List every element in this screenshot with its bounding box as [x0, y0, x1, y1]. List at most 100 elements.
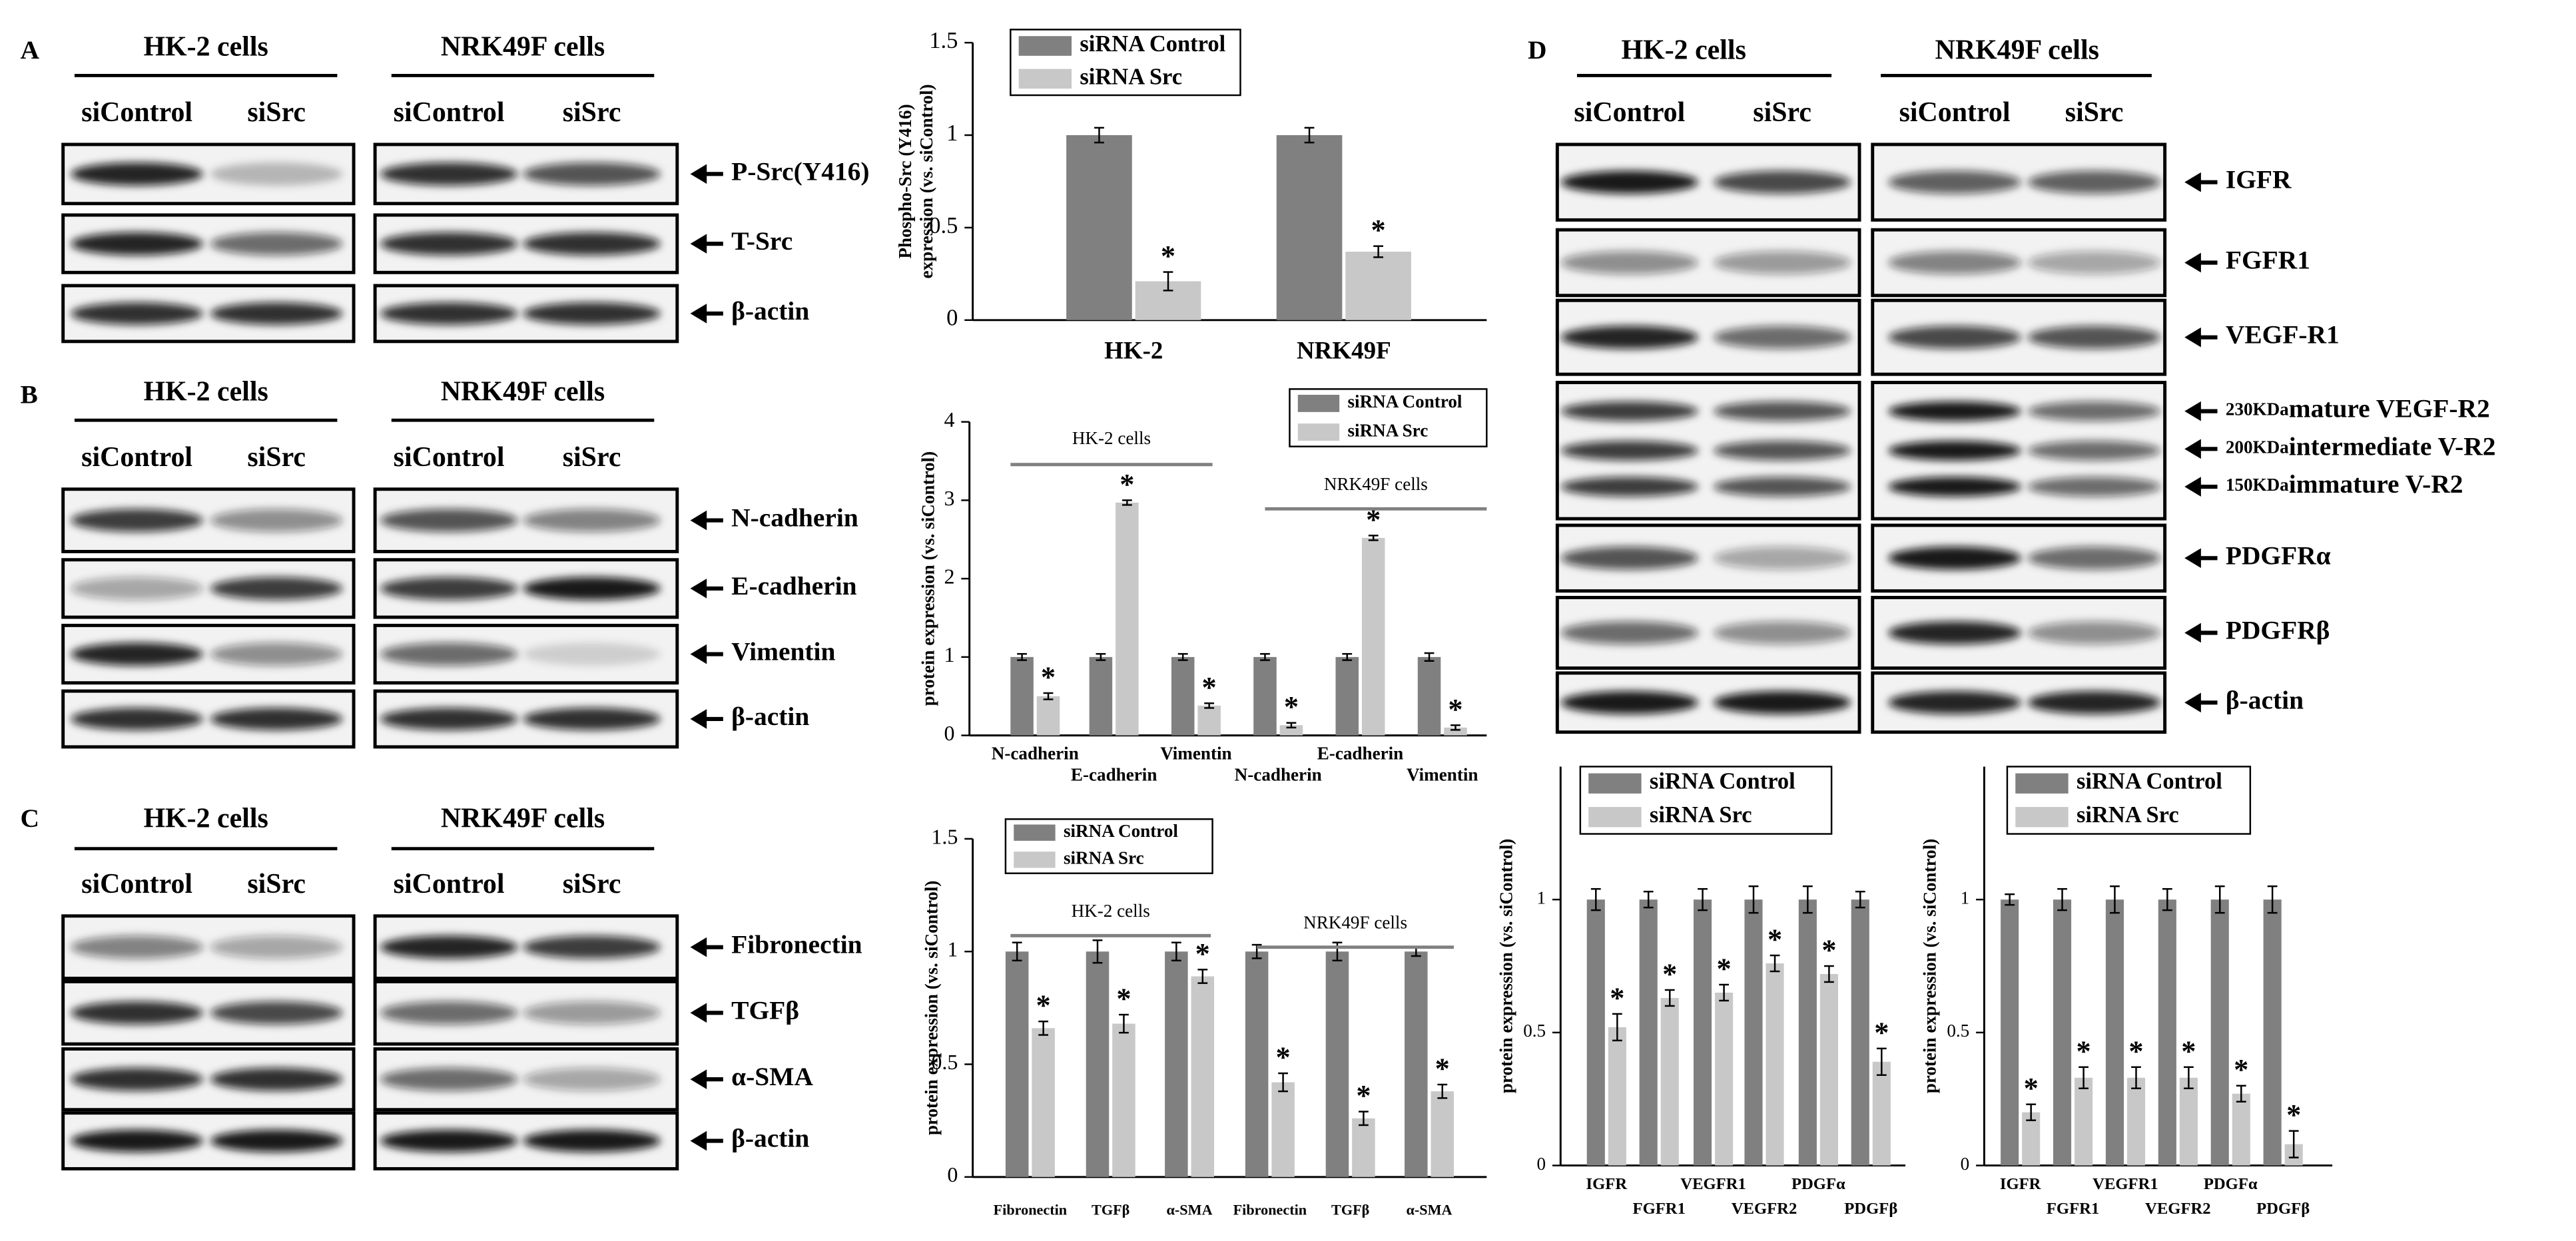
x-tick-label: α-SMA [1407, 1202, 1452, 1218]
bar [1279, 725, 1303, 736]
error-bar [1122, 499, 1132, 506]
blot-band [1888, 170, 2021, 194]
error-bar [1204, 702, 1215, 709]
y-axis-label: Phospho-Src (Y416) [895, 104, 915, 258]
error-bar [1719, 983, 1730, 1002]
bar [1694, 899, 1712, 1166]
blot-band [1714, 621, 1851, 644]
y-tick-label: 0 [1537, 1154, 1546, 1174]
significance-marker: * [2076, 1034, 2091, 1067]
blot-band [71, 708, 203, 730]
blot-band [380, 162, 518, 186]
panel-letter: C [21, 804, 39, 833]
condition-label: siControl [1574, 97, 1685, 128]
error-bar [2162, 887, 2172, 911]
protein-label: PDGFRβ [2226, 616, 2330, 645]
legend-label: siRNA Src [1650, 802, 1752, 828]
legend-label: siRNA Src [1064, 848, 1144, 868]
error-bar [2214, 885, 2225, 914]
blot-band [1560, 477, 1698, 497]
bar [1010, 656, 1034, 736]
error-bar [1359, 1111, 1369, 1126]
y-tick-label: 0 [944, 721, 954, 745]
significance-marker: * [1366, 503, 1381, 536]
x-tick-label: HK-2 [1104, 337, 1163, 364]
blot-band [380, 509, 518, 532]
x-tick-label: α-SMA [1167, 1202, 1213, 1218]
error-bar [1304, 126, 1315, 144]
blot-band [380, 577, 518, 601]
blot-band [1888, 326, 2021, 349]
bar [1851, 899, 1869, 1166]
significance-marker: * [1435, 1051, 1450, 1085]
blot-band [1560, 691, 1698, 714]
x-tick-label: Vimentin [1407, 764, 1478, 784]
x-tick-label: E-cadherin [1317, 743, 1404, 763]
y-tick-label: 3 [944, 486, 954, 510]
blot-band [2027, 441, 2161, 461]
protein-label: β-actin [2226, 685, 2304, 714]
blot-band [1560, 441, 1698, 461]
blot-band [2027, 326, 2161, 349]
blot-band [71, 1001, 203, 1025]
bar [1086, 951, 1110, 1177]
protein-label: Fibronectin [731, 930, 862, 959]
error-bar [2005, 893, 2015, 906]
error-bar [1038, 1020, 1049, 1036]
protein-label: IGFR [2226, 165, 2292, 194]
blot-band [523, 232, 661, 256]
bar [1361, 537, 1385, 736]
bar [1744, 899, 1763, 1166]
x-tick-label: PDGFβ [1844, 1200, 1897, 1218]
blot-band [380, 642, 518, 666]
cell-line-label: HK-2 cells [143, 803, 268, 834]
panel-letter: D [1528, 35, 1546, 65]
blot-band [1714, 477, 1851, 497]
bar [1089, 656, 1113, 736]
blot-band [380, 708, 518, 730]
band-size: 200KDa [2226, 437, 2289, 457]
blot-band [2027, 477, 2161, 497]
bar [1197, 705, 1221, 736]
error-bar [1171, 941, 1181, 962]
error-bar [1177, 652, 1188, 661]
blot-band [523, 935, 661, 959]
protein-label: E-cadherin [731, 571, 856, 601]
blot-band [210, 642, 343, 666]
blot-band [1888, 251, 2021, 274]
group-label: NRK49F cells [1303, 912, 1407, 932]
legend-label: siRNA Control [1348, 391, 1462, 411]
error-bar [2267, 885, 2278, 914]
condition-label: siSrc [247, 442, 306, 473]
band-size: 230KDa [2226, 399, 2289, 419]
bar [1271, 1082, 1295, 1177]
error-bar [1278, 1072, 1288, 1093]
protein-label: PDGFRα [2226, 541, 2331, 570]
arrow-head [690, 510, 707, 531]
significance-marker: * [2234, 1053, 2248, 1086]
error-bar [1612, 1013, 1622, 1042]
blot-band [523, 1001, 661, 1025]
legend-swatch [2015, 807, 2069, 828]
bar [1032, 1028, 1055, 1177]
group-label: HK-2 cells [1072, 428, 1151, 448]
legend-label: siRNA Control [1080, 31, 1225, 57]
significance-marker: * [1276, 1041, 1291, 1074]
condition-label: siControl [1899, 97, 2011, 128]
legend-swatch [1588, 773, 1642, 794]
bar [1766, 963, 1784, 1166]
x-tick-label: IGFR [2000, 1175, 2042, 1193]
blot-band [71, 232, 203, 256]
cell-line-label: NRK49F cells [441, 32, 605, 63]
error-bar [1876, 1047, 1887, 1077]
group-label: NRK49F cells [1324, 474, 1428, 494]
significance-marker: * [1821, 933, 1836, 966]
bar [2126, 1077, 2146, 1166]
bar [1417, 656, 1441, 736]
legend-swatch [1014, 852, 1056, 868]
error-bar [1424, 652, 1435, 662]
blot-band [1888, 691, 2021, 714]
error-bar [1342, 652, 1353, 661]
blot-band [1714, 170, 1851, 194]
legend-swatch [1018, 36, 1072, 56]
